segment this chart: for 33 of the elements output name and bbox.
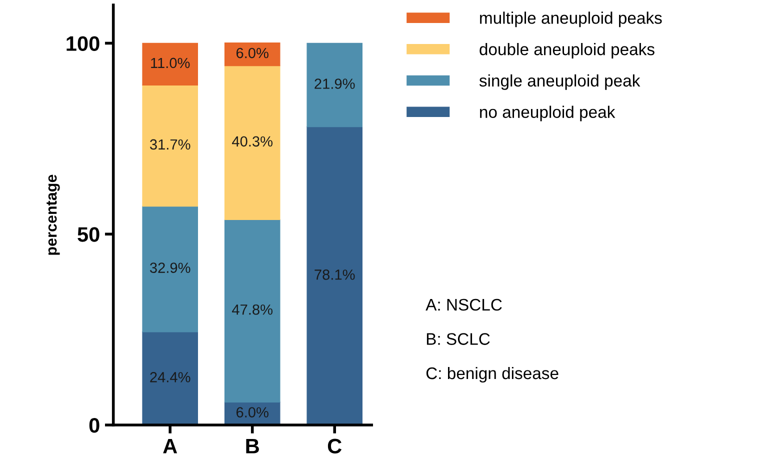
data-label: 32.9% [150, 262, 190, 273]
bar [142, 84, 198, 207]
bar [224, 42, 280, 66]
bar [224, 219, 280, 402]
data-label: 78.1% [314, 270, 355, 280]
legend-label: double aneuploid peaks [480, 42, 654, 59]
bar [142, 206, 198, 332]
data-label: 6.0% [236, 48, 268, 58]
data-label: 24.4% [150, 372, 190, 382]
y-tick-label: 50 [78, 227, 100, 242]
bar [142, 42, 198, 86]
legend-label: no aneuploid peak [480, 106, 616, 122]
y-tick-label: 0 [89, 418, 100, 433]
y-tick-label: 100 [66, 36, 100, 51]
x-tick-label: A [163, 438, 178, 454]
data-label: 40.3% [232, 136, 273, 147]
x-tick-label: B [246, 438, 259, 454]
bar [306, 126, 363, 426]
text: C: benign disease [426, 366, 558, 383]
y-axis-title: percentage [46, 174, 60, 255]
data-label: 21.9% [314, 78, 355, 89]
text: A: NSCLC [426, 298, 502, 311]
data-label: 47.8% [232, 304, 273, 315]
bar [306, 42, 363, 128]
text: B: SCLC [426, 333, 490, 345]
bar [224, 65, 280, 220]
data-label: 31.7% [150, 139, 190, 150]
legend-label: single aneuploid peak [479, 74, 640, 90]
bar [142, 332, 198, 426]
x-tick-label: C [328, 438, 342, 454]
data-label: 11.0% [151, 58, 190, 68]
data-label: 6.0% [236, 407, 268, 418]
legend-label: multiple aneuploid peaks [480, 12, 662, 28]
